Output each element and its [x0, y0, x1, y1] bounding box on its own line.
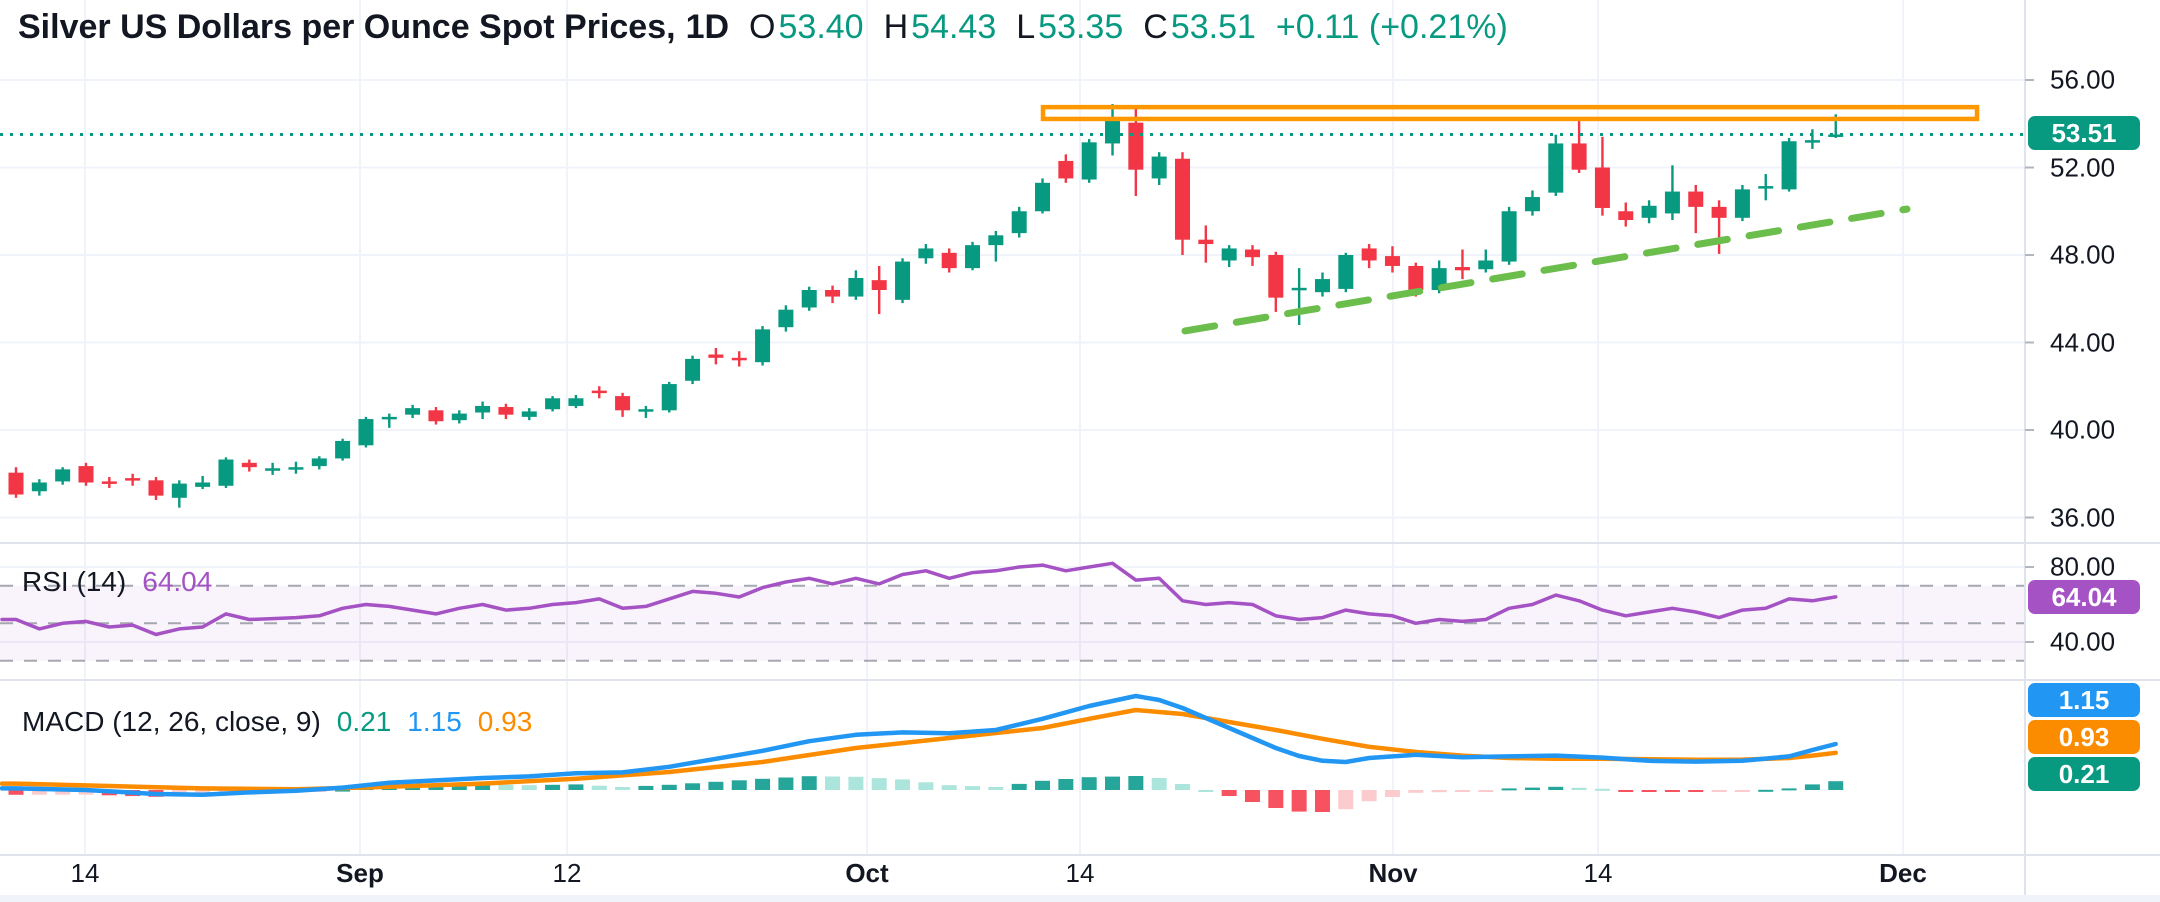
rsi-band	[0, 584, 2025, 662]
time-axis-label: 14	[1583, 858, 1613, 888]
rsi-axis-label: 40.00	[2050, 626, 2116, 657]
time-axis-label: Oct	[845, 858, 889, 888]
macd-signal-value: 0.93	[477, 706, 533, 737]
time-axis-label: Dec	[1879, 858, 1927, 888]
rsi-legend[interactable]: RSI (14) 64.04	[22, 566, 212, 598]
macd-line-value: 1.15	[407, 706, 462, 737]
price-axis-label: 52.00	[2050, 152, 2116, 182]
chart-legend-main[interactable]: Silver US Dollars per Ounce Spot Prices,…	[18, 8, 1508, 47]
ohlc-high: H54.43	[883, 8, 997, 46]
time-axis-label: 14	[70, 858, 100, 888]
rsi-label[interactable]: RSI (14)	[22, 566, 127, 597]
time-axis-label: 14	[1065, 858, 1095, 888]
time-axis-label: 12	[552, 858, 582, 888]
rsi-value-badge: 64.04	[2028, 580, 2140, 614]
rsi-axis-label: 80.00	[2050, 551, 2116, 582]
time-axis-label: Sep	[336, 858, 384, 888]
macd-histogram	[8, 776, 1844, 812]
ohlc-open: O53.40	[749, 8, 864, 46]
ohlc-low: L53.35	[1016, 8, 1124, 46]
macd-hist-badge: 0.21	[2028, 757, 2140, 791]
time-axis-label: Nov	[1368, 858, 1418, 888]
price-axis-label: 36.00	[2050, 502, 2116, 532]
symbol-title[interactable]: Silver US Dollars per Ounce Spot Prices,	[18, 8, 676, 46]
macd-signal-badge: 0.93	[2028, 720, 2140, 754]
macd-legend[interactable]: MACD (12, 26, close, 9) 0.21 1.15 0.93	[22, 706, 532, 738]
interval-label[interactable]: 1D	[685, 8, 730, 46]
macd-plot	[0, 693, 1838, 798]
macd-line-badge: 1.15	[2028, 683, 2140, 717]
rsi-plot	[0, 561, 1838, 637]
price-axis-label: 40.00	[2050, 414, 2116, 445]
candlestick-series	[8, 104, 1844, 508]
ohlc-close: C53.51	[1143, 8, 1256, 46]
trendline	[1181, 205, 1911, 335]
grid	[0, 0, 2025, 855]
macd-hist-value: 0.21	[336, 706, 392, 737]
price-axis-label: 44.00	[2050, 327, 2116, 357]
resistance-zone	[1040, 104, 1980, 122]
last-price-badge: 53.51	[2028, 116, 2140, 150]
macd-label[interactable]: MACD (12, 26, close, 9)	[22, 706, 321, 737]
price-change: +0.11 (+0.21%)	[1275, 8, 1508, 46]
price-axis-label: 56.00	[2050, 64, 2116, 95]
rsi-value: 64.04	[142, 566, 213, 597]
price-axis-label: 48.00	[2050, 239, 2116, 270]
